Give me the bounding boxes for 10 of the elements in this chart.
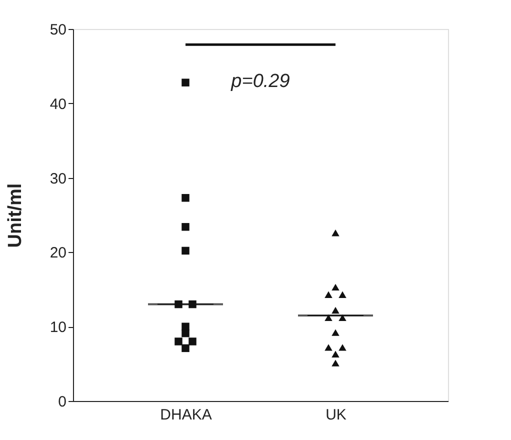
y-tick-label: 10 [50, 319, 66, 336]
x-tick-label: UK [326, 406, 346, 424]
y-tick-label: 20 [50, 244, 66, 262]
y-axis-title: Unit/ml [4, 183, 26, 248]
annotation: p=0.29 [230, 71, 290, 92]
y-tick-label: 50 [50, 22, 66, 38]
y-tick-label: 0 [58, 394, 66, 410]
x-tick-label: DHAKA [160, 406, 212, 424]
y-tick-label: 30 [50, 170, 66, 188]
y-tick-label: 40 [50, 96, 66, 113]
